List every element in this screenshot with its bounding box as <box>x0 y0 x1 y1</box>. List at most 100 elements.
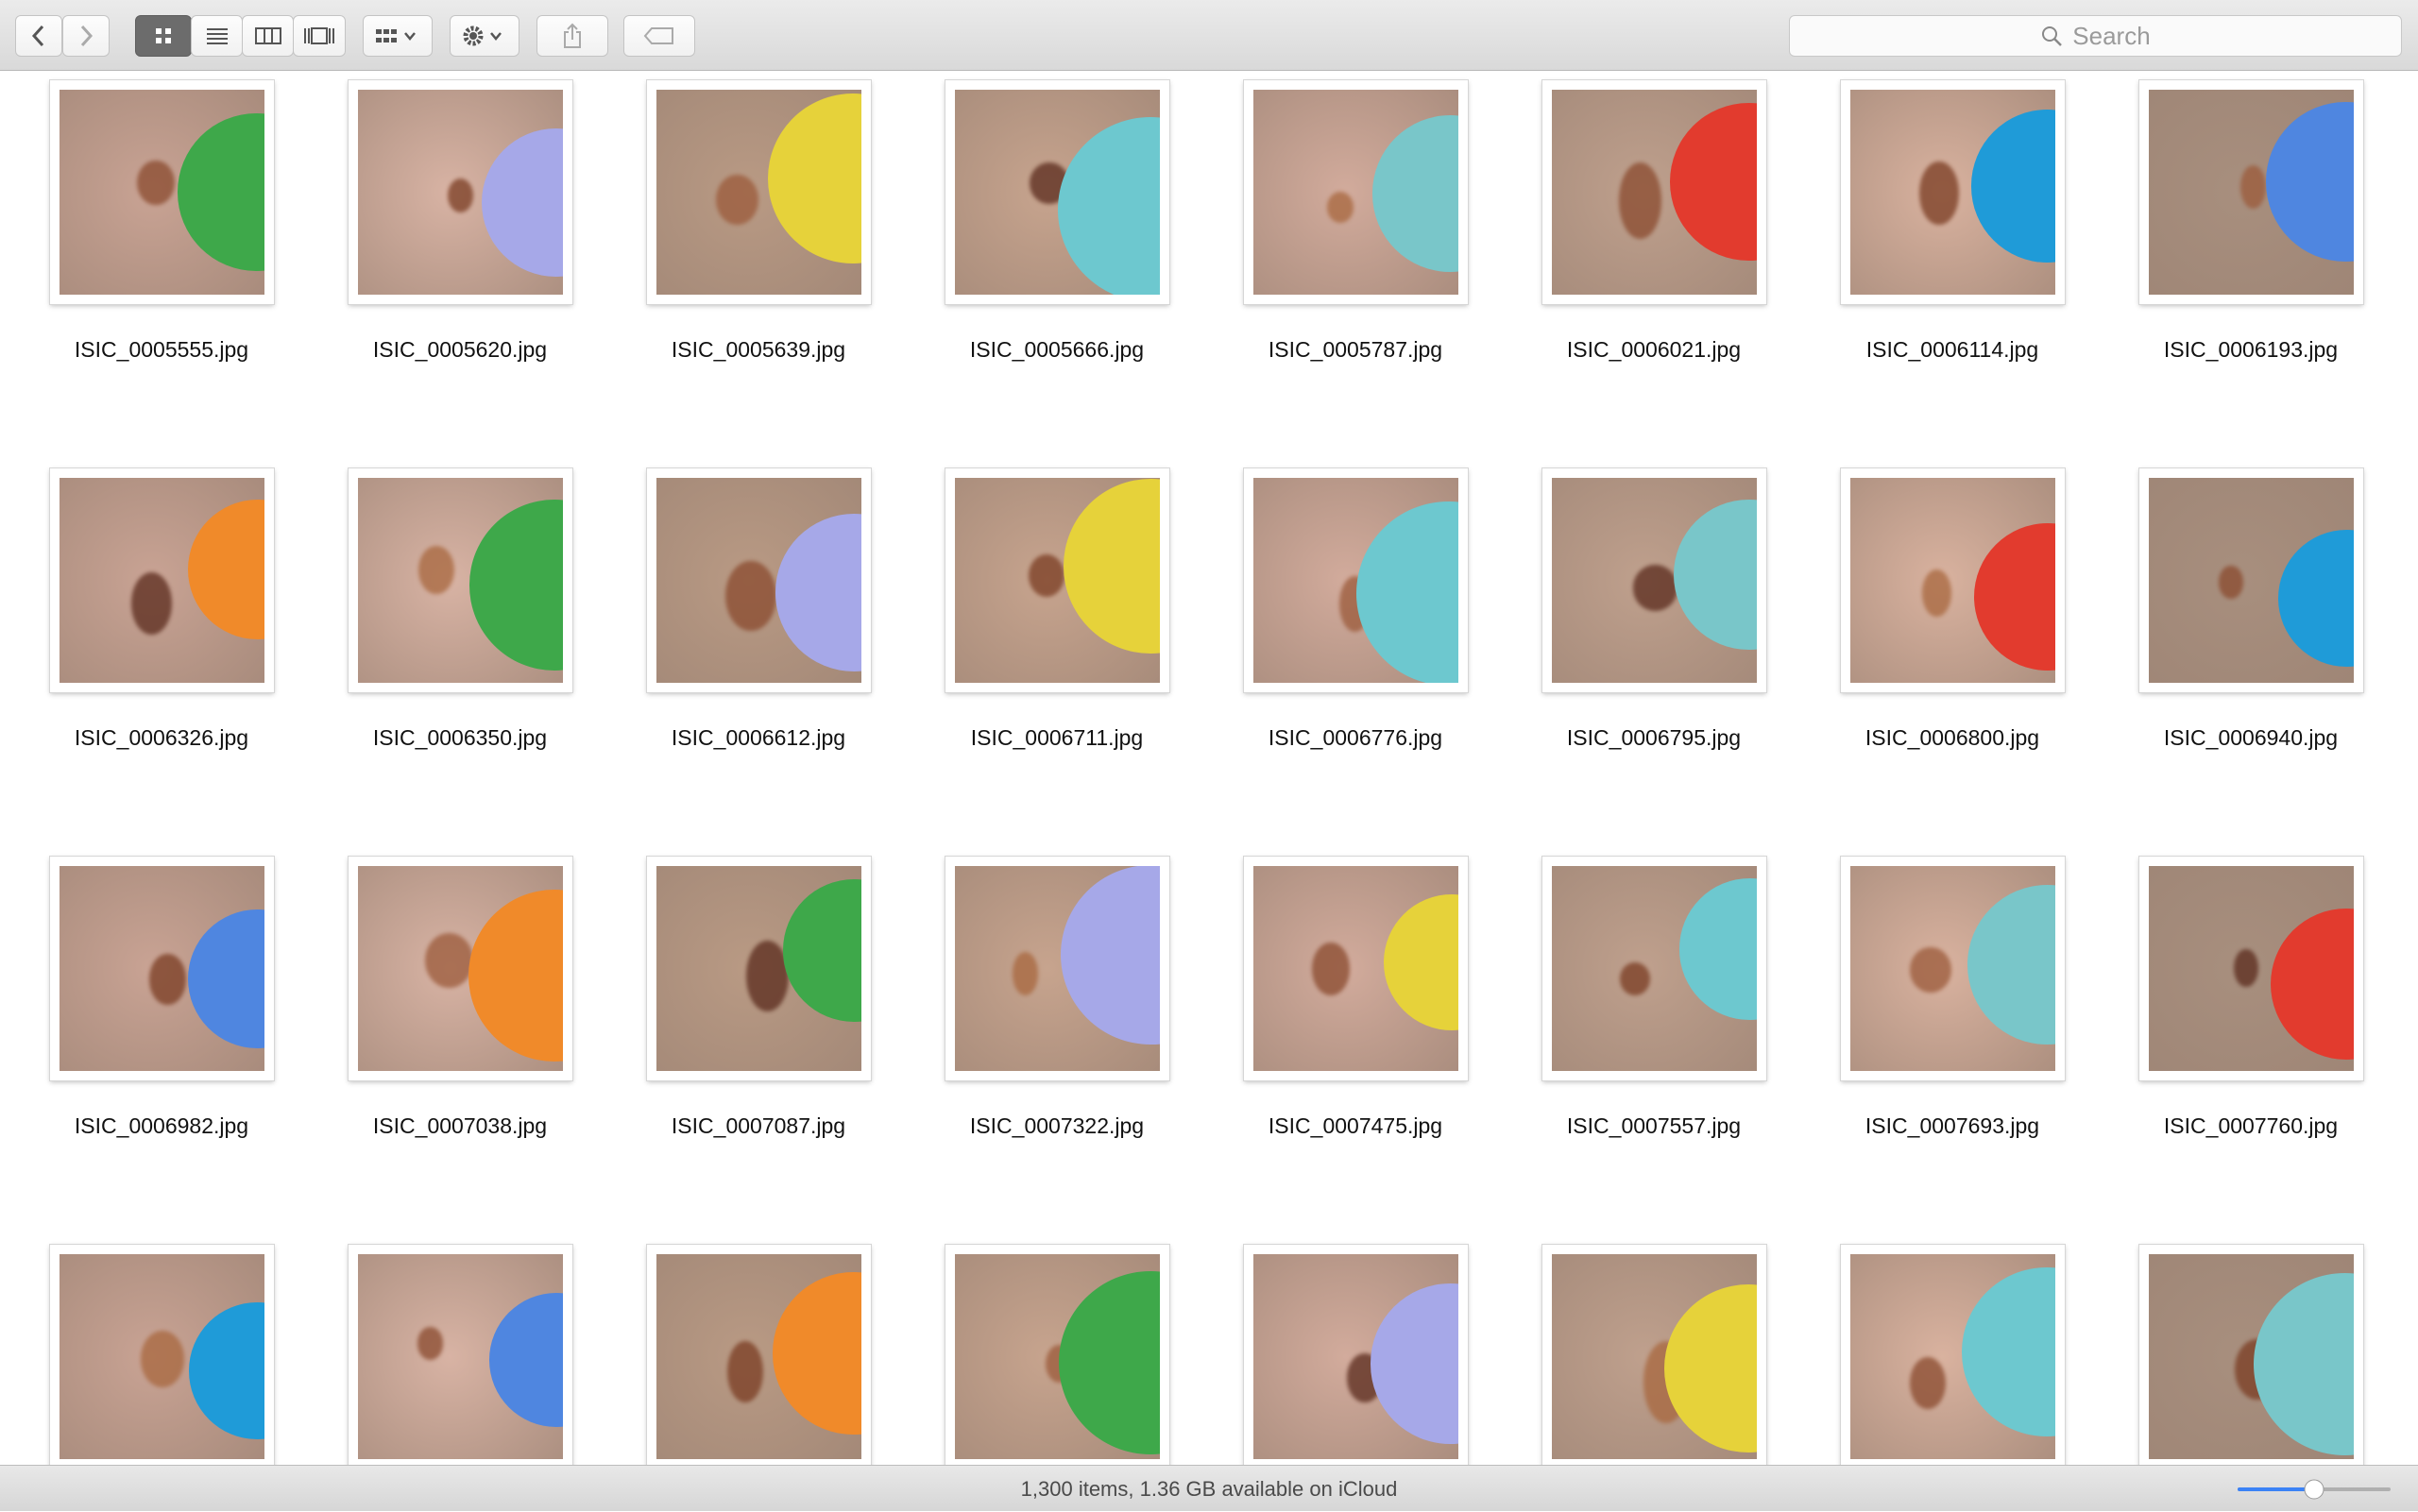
thumbnail <box>349 468 572 692</box>
lesion <box>424 932 474 989</box>
file-item[interactable]: ISIC_0006612.jpg <box>617 468 900 780</box>
sticker <box>1058 116 1160 295</box>
file-item[interactable] <box>1512 1245 1796 1465</box>
file-item[interactable]: ISIC_0005620.jpg <box>318 80 602 392</box>
file-item[interactable]: ISIC_0006193.jpg <box>2109 80 2392 392</box>
icon-view-button[interactable] <box>135 15 192 57</box>
file-item[interactable]: ISIC_0006940.jpg <box>2109 468 2392 780</box>
file-name: ISIC_0006711.jpg <box>970 725 1144 750</box>
icon <box>156 28 171 43</box>
lesion <box>1632 565 1678 611</box>
thumbnail <box>1244 468 1468 692</box>
thumbnail <box>2139 857 2363 1080</box>
thumbnail-image <box>1253 478 1458 683</box>
toolbar: Search <box>0 0 2418 71</box>
file-item[interactable]: ISIC_0006326.jpg <box>20 468 303 780</box>
file-item[interactable]: ISIC_0006711.jpg <box>915 468 1199 780</box>
thumbnail-image <box>1552 866 1757 1071</box>
file-item[interactable]: ISIC_0007038.jpg <box>318 857 602 1168</box>
lesion <box>448 178 474 212</box>
sticker <box>1356 501 1458 683</box>
file-name: ISIC_0007760.jpg <box>2163 1113 2339 1138</box>
thumbnail-image <box>1552 478 1757 683</box>
icon <box>643 27 673 44</box>
thumbnail <box>50 80 274 304</box>
thumbnail <box>2139 80 2363 304</box>
group-button[interactable] <box>363 15 433 57</box>
search-placeholder: Search <box>2072 21 2151 50</box>
thumbnail-image <box>656 478 861 683</box>
file-item[interactable]: ISIC_0006800.jpg <box>1811 468 2094 780</box>
lesion <box>417 1327 444 1360</box>
icon <box>254 27 281 44</box>
sticker <box>2278 529 2354 668</box>
sticker <box>481 127 563 277</box>
file-name: ISIC_0006940.jpg <box>2163 725 2339 750</box>
thumbnail <box>1244 1245 1468 1465</box>
file-item[interactable] <box>318 1245 602 1465</box>
zoom-slider[interactable] <box>2234 1475 2394 1504</box>
thumbnail <box>349 857 572 1080</box>
file-item[interactable]: ISIC_0007557.jpg <box>1512 857 1796 1168</box>
thumbnail <box>2139 468 2363 692</box>
icon <box>376 29 416 42</box>
sticker <box>1674 499 1757 650</box>
file-item[interactable]: ISIC_0007760.jpg <box>2109 857 2392 1168</box>
icon <box>304 27 334 44</box>
file-item[interactable]: ISIC_0007693.jpg <box>1811 857 2094 1168</box>
file-name: ISIC_0005666.jpg <box>969 337 1145 362</box>
search-field[interactable]: Search <box>1789 15 2402 57</box>
file-item[interactable]: ISIC_0007475.jpg <box>1214 857 1497 1168</box>
file-item[interactable]: ISIC_0007322.jpg <box>915 857 1199 1168</box>
file-item[interactable]: ISIC_0005787.jpg <box>1214 80 1497 392</box>
forward-button[interactable] <box>62 15 110 57</box>
file-item[interactable] <box>20 1245 303 1465</box>
file-item[interactable] <box>1811 1245 2094 1465</box>
file-name: ISIC_0007322.jpg <box>969 1113 1145 1138</box>
file-item[interactable] <box>915 1245 1199 1465</box>
thumbnail <box>2139 1245 2363 1465</box>
file-name: ISIC_0006350.jpg <box>372 725 548 750</box>
thumbnail <box>1542 1245 1766 1465</box>
gallery-view-button[interactable] <box>293 15 346 57</box>
sticker <box>1678 878 1757 1020</box>
file-name: ISIC_0005620.jpg <box>372 337 548 362</box>
share-button[interactable] <box>536 15 608 57</box>
lesion <box>137 160 176 206</box>
thumbnail-image <box>60 90 264 295</box>
file-item[interactable]: ISIC_0007087.jpg <box>617 857 900 1168</box>
thumbnail-image <box>656 1254 861 1459</box>
sticker <box>1967 885 2055 1045</box>
file-item[interactable]: ISIC_0006982.jpg <box>20 857 303 1168</box>
thumbnail-image <box>1253 866 1458 1071</box>
file-name: ISIC_0006982.jpg <box>74 1113 249 1138</box>
file-item[interactable]: ISIC_0006350.jpg <box>318 468 602 780</box>
tags-button[interactable] <box>623 15 695 57</box>
thumbnail-image <box>1850 90 2055 295</box>
file-item[interactable] <box>617 1245 900 1465</box>
file-name: ISIC_0006800.jpg <box>1865 725 2040 750</box>
file-item[interactable]: ISIC_0005639.jpg <box>617 80 900 392</box>
file-item[interactable]: ISIC_0006114.jpg <box>1811 80 2094 392</box>
sticker <box>1061 866 1160 1045</box>
file-name: ISIC_0006612.jpg <box>671 725 846 750</box>
thumbnail-image <box>1552 90 1757 295</box>
file-item[interactable]: ISIC_0005666.jpg <box>915 80 1199 392</box>
file-item[interactable]: ISIC_0006795.jpg <box>1512 468 1796 780</box>
file-item[interactable]: ISIC_0006021.jpg <box>1512 80 1796 392</box>
file-item[interactable]: ISIC_0006776.jpg <box>1214 468 1497 780</box>
lesion <box>2240 164 2267 210</box>
back-button[interactable] <box>15 15 62 57</box>
thumbnail <box>50 857 274 1080</box>
action-button[interactable] <box>450 15 519 57</box>
file-item[interactable] <box>1214 1245 1497 1465</box>
thumbnail-image <box>60 478 264 683</box>
list-view-button[interactable] <box>191 15 243 57</box>
thumbnail <box>647 80 871 304</box>
column-view-button[interactable] <box>242 15 294 57</box>
file-name: ISIC_0007557.jpg <box>1566 1113 1742 1138</box>
file-item[interactable] <box>2109 1245 2392 1465</box>
file-name: ISIC_0005639.jpg <box>671 337 846 362</box>
file-item[interactable]: ISIC_0005555.jpg <box>20 80 303 392</box>
thumbnail-image <box>955 866 1160 1071</box>
